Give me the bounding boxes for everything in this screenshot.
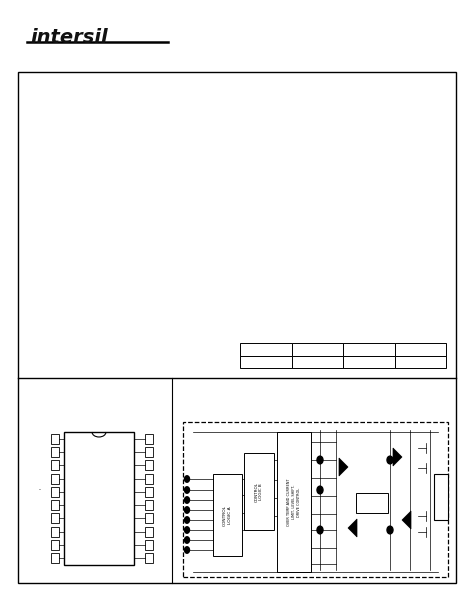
Circle shape xyxy=(387,526,393,534)
Bar xyxy=(18,72,456,583)
Bar xyxy=(145,554,153,563)
Bar xyxy=(183,422,448,577)
Bar xyxy=(343,343,394,356)
Bar xyxy=(145,447,153,457)
Circle shape xyxy=(184,476,190,482)
Circle shape xyxy=(184,537,190,543)
Circle shape xyxy=(184,497,190,503)
Circle shape xyxy=(184,527,190,533)
Bar xyxy=(145,527,153,537)
Bar xyxy=(51,487,59,497)
Polygon shape xyxy=(339,458,348,476)
Bar xyxy=(51,474,59,484)
Bar xyxy=(145,474,153,484)
Bar xyxy=(51,540,59,550)
Bar xyxy=(51,447,59,457)
Bar xyxy=(51,527,59,537)
Bar xyxy=(145,433,153,444)
Bar xyxy=(145,500,153,510)
Bar xyxy=(213,474,242,556)
Circle shape xyxy=(317,456,323,464)
Bar xyxy=(292,343,343,356)
Bar xyxy=(292,356,343,368)
Bar xyxy=(240,356,292,368)
Circle shape xyxy=(317,526,323,534)
Bar xyxy=(51,460,59,470)
Text: LOAD: LOAD xyxy=(439,492,443,502)
Bar xyxy=(277,432,311,572)
Bar xyxy=(51,433,59,444)
Circle shape xyxy=(184,507,190,513)
Text: -: - xyxy=(39,487,41,492)
Bar xyxy=(244,453,274,530)
Bar xyxy=(356,493,388,513)
Bar xyxy=(145,460,153,470)
Text: CONTROL
LOGIC B: CONTROL LOGIC B xyxy=(255,481,263,501)
Text: OVER TEMP AND CURRENT
LIMIT, LEVEL SHIFT,
DRIVE CONTROL: OVER TEMP AND CURRENT LIMIT, LEVEL SHIFT… xyxy=(287,478,301,526)
Polygon shape xyxy=(402,511,411,529)
Bar xyxy=(145,540,153,550)
Bar xyxy=(434,474,448,520)
Bar xyxy=(51,514,59,524)
Circle shape xyxy=(184,547,190,554)
Bar xyxy=(145,514,153,524)
Circle shape xyxy=(184,517,190,524)
Circle shape xyxy=(184,487,190,493)
Bar xyxy=(51,500,59,510)
Polygon shape xyxy=(348,519,357,537)
Text: CONTROL
LOGIC A: CONTROL LOGIC A xyxy=(223,504,232,525)
Circle shape xyxy=(317,486,323,494)
Polygon shape xyxy=(393,448,402,466)
Bar xyxy=(51,554,59,563)
Bar xyxy=(64,432,134,565)
Text: intersil: intersil xyxy=(30,28,108,47)
Bar xyxy=(343,356,394,368)
Circle shape xyxy=(387,456,393,464)
Bar xyxy=(145,487,153,497)
Bar xyxy=(394,356,446,368)
Bar xyxy=(240,343,292,356)
Bar xyxy=(394,343,446,356)
